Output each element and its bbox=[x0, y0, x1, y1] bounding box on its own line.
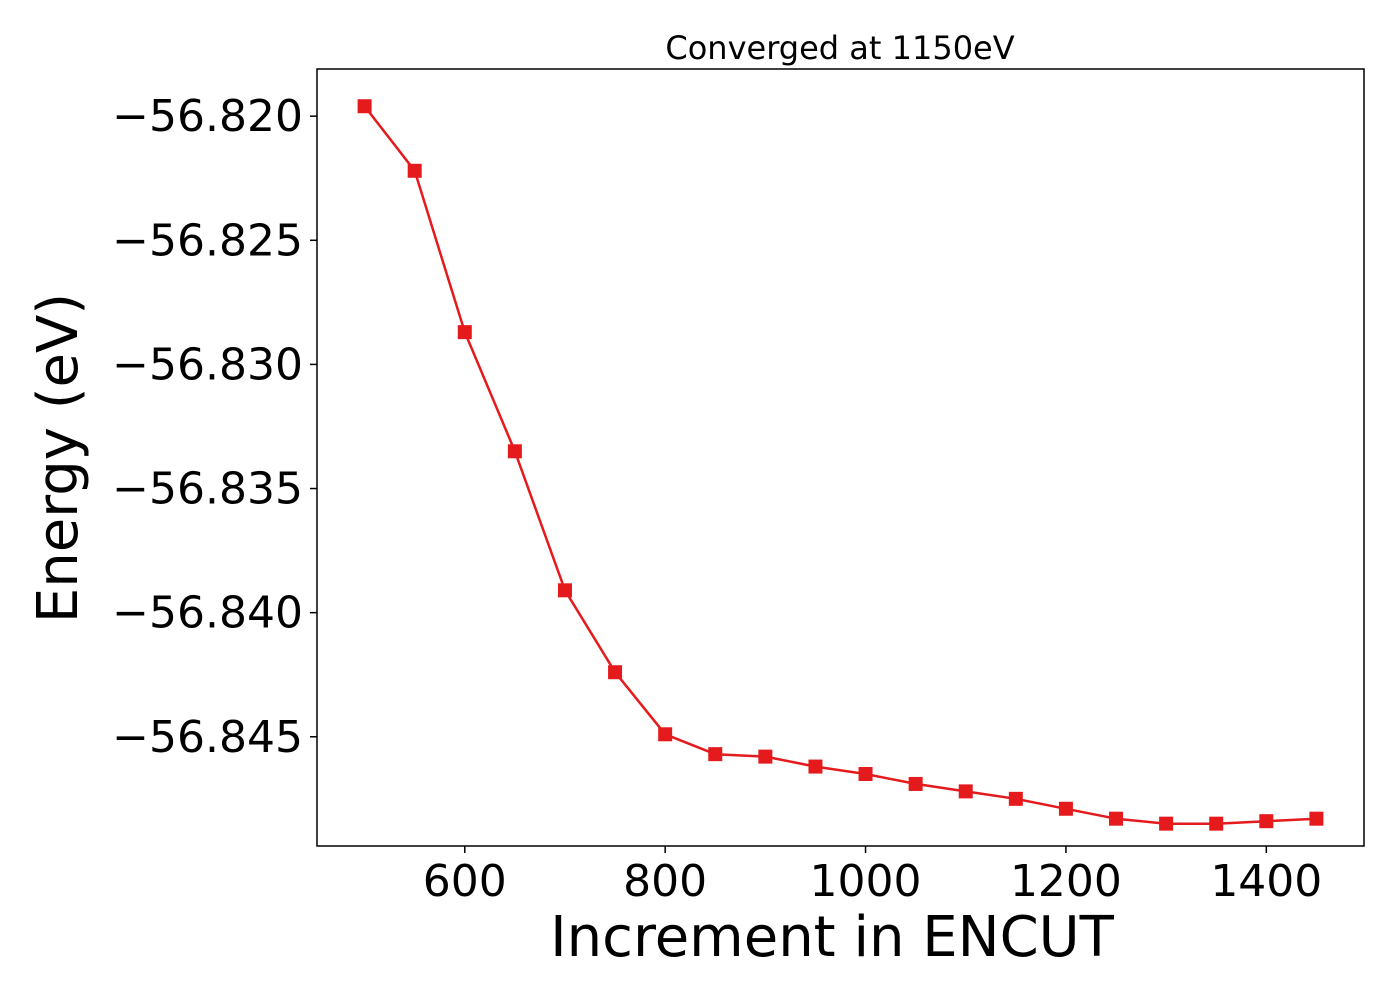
series-line bbox=[363, 105, 1317, 825]
y-tick-label: −56.820 bbox=[112, 91, 303, 142]
x-tick-label: 600 bbox=[423, 856, 507, 907]
data-point-marker bbox=[1309, 811, 1324, 826]
y-tick-label: −56.840 bbox=[112, 588, 303, 639]
data-point-marker bbox=[457, 325, 472, 340]
y-tick-label: −56.830 bbox=[112, 339, 303, 390]
data-point-marker bbox=[658, 727, 673, 742]
data-point-marker bbox=[1159, 816, 1174, 831]
data-point-marker bbox=[758, 749, 773, 764]
x-tick-label: 1000 bbox=[810, 856, 922, 907]
y-axis-label: Energy (eV) bbox=[26, 293, 91, 623]
x-axis-ticks: 600 800 1000 1200 1400 bbox=[423, 846, 1322, 907]
data-point-marker bbox=[1209, 816, 1224, 831]
y-tick-label: −56.825 bbox=[112, 215, 303, 266]
data-point-marker bbox=[808, 759, 823, 774]
x-tick-label: 800 bbox=[623, 856, 707, 907]
plot-area-frame bbox=[316, 68, 1365, 847]
data-point-marker bbox=[1259, 814, 1274, 829]
data-point-marker bbox=[407, 163, 422, 178]
data-point-marker bbox=[708, 747, 723, 762]
data-point-marker bbox=[507, 444, 522, 459]
x-tick-label: 1200 bbox=[1010, 856, 1122, 907]
data-point-marker bbox=[1109, 811, 1124, 826]
data-point-marker bbox=[557, 583, 572, 598]
data-point-marker bbox=[858, 767, 873, 782]
y-tick-label: −56.845 bbox=[112, 712, 303, 763]
data-point-marker bbox=[608, 665, 623, 680]
data-point-marker bbox=[357, 99, 372, 114]
data-point-marker bbox=[958, 784, 973, 799]
data-point-marker bbox=[908, 776, 923, 791]
data-point-marker bbox=[1058, 801, 1073, 816]
x-tick-label: 1400 bbox=[1210, 856, 1322, 907]
y-tick-label: −56.835 bbox=[112, 464, 303, 515]
series-layer bbox=[357, 99, 1324, 831]
data-point-marker bbox=[1008, 791, 1023, 806]
chart-title: Converged at 1150eV bbox=[665, 29, 1014, 67]
x-axis-label: Increment in ENCUT bbox=[550, 905, 1115, 970]
y-axis-ticks: −56.820 −56.825 −56.830 −56.835 −56.840 −56.8… bbox=[112, 91, 317, 763]
